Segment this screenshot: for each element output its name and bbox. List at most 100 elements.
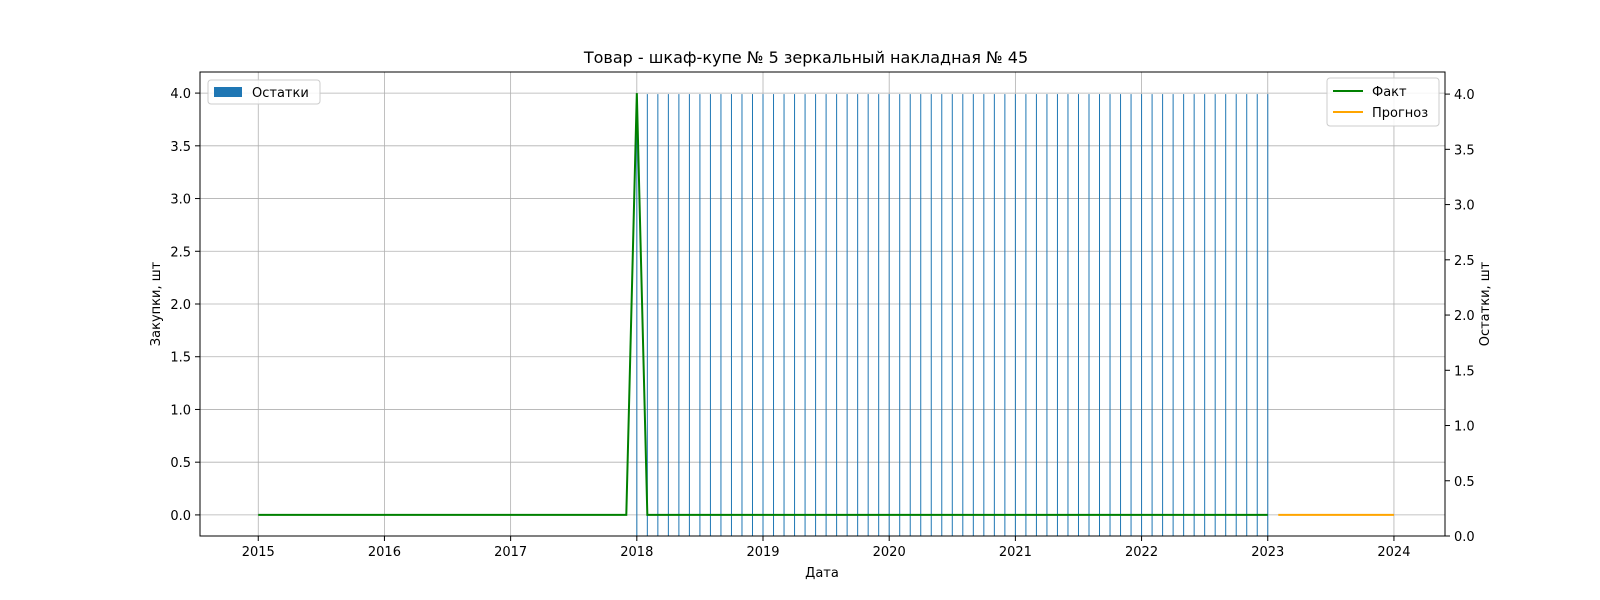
y-tick-label-left: 1.0 (170, 403, 191, 418)
bar (1256, 94, 1258, 536)
y-axis-label-left: Закупки, шт (149, 261, 164, 346)
bar (730, 94, 732, 536)
bars (636, 94, 1269, 536)
lines (258, 93, 1394, 516)
legend-swatch (214, 87, 242, 97)
bar (1004, 94, 1006, 536)
bar (825, 94, 827, 536)
bar (1088, 94, 1090, 536)
bar (646, 94, 648, 536)
y-tick-label-right: 1.5 (1454, 364, 1475, 379)
bar (762, 94, 764, 536)
y-tick-label-right: 1.0 (1454, 420, 1475, 435)
x-tick-label: 2018 (620, 545, 653, 560)
legend-left: Остатки (207, 79, 321, 105)
y-tick-label-right: 3.5 (1454, 143, 1475, 158)
bar (1130, 94, 1132, 536)
x-tick-label: 2015 (242, 545, 275, 560)
bar (1109, 94, 1111, 536)
bar (909, 94, 911, 536)
bar (1141, 94, 1143, 536)
bar (1035, 94, 1037, 536)
bar (1162, 94, 1164, 536)
y-tick-label-right: 2.0 (1454, 309, 1475, 324)
bar (1046, 94, 1048, 536)
grid (200, 72, 1445, 536)
bar (1235, 94, 1237, 536)
bar (741, 94, 743, 536)
bar (941, 94, 943, 536)
chart-title: Товар - шкаф-купе № 5 зеркальный накладн… (583, 48, 1028, 67)
bar (804, 94, 806, 536)
x-tick-label: 2021 (999, 545, 1032, 560)
bar (1014, 94, 1016, 536)
y-tick-label-right: 2.5 (1454, 254, 1475, 269)
bar (836, 94, 838, 536)
bar (867, 94, 869, 536)
x-tick-label: 2016 (368, 545, 401, 560)
bar (951, 94, 953, 536)
y-tick-label-left: 3.0 (170, 193, 191, 208)
legend-right: Факт Прогноз (1326, 77, 1440, 127)
x-tick-label: 2024 (1377, 545, 1410, 560)
x-tick-label: 2017 (494, 545, 527, 560)
y-tick-label-right: 0.0 (1454, 530, 1475, 545)
bar (636, 94, 638, 536)
bar (688, 94, 690, 536)
bar (1246, 94, 1248, 536)
bar (815, 94, 817, 536)
bar (1183, 94, 1185, 536)
bar (657, 94, 659, 536)
y-tick-label-left: 0.0 (170, 509, 191, 524)
bar (846, 94, 848, 536)
bar (1025, 94, 1027, 536)
y-axis-left: 0.0 0.5 1.0 1.5 2.0 2.5 3.0 3.5 4.0 (170, 87, 200, 524)
y-tick-label-right: 4.0 (1454, 88, 1475, 103)
y-tick-label-left: 1.5 (170, 351, 191, 366)
y-tick-label-right: 0.5 (1454, 475, 1475, 490)
x-tick-label: 2020 (873, 545, 906, 560)
bar (1193, 94, 1195, 536)
bar (962, 94, 964, 536)
legend-frame (207, 79, 321, 105)
x-tick-label: 2019 (746, 545, 779, 560)
bar (751, 94, 753, 536)
bar (678, 94, 680, 536)
legend-label: Остатки (252, 86, 309, 101)
y-axis-label-right: Остатки, шт (1478, 261, 1493, 346)
bar (993, 94, 995, 536)
bar (1077, 94, 1079, 536)
y-tick-label-right: 3.0 (1454, 199, 1475, 214)
bar (720, 94, 722, 536)
legend-label: Факт (1372, 85, 1407, 100)
y-tick-label-left: 4.0 (170, 87, 191, 102)
bar (878, 94, 880, 536)
bar (1172, 94, 1174, 536)
x-axis-label: Дата (805, 566, 839, 581)
bar (1067, 94, 1069, 536)
bar (1056, 94, 1058, 536)
y-tick-label-left: 2.0 (170, 298, 191, 313)
bar (1225, 94, 1227, 536)
x-axis: 2015 2016 2017 2018 2019 2020 2021 2022 2023 2024 (242, 536, 1410, 560)
bar (1214, 94, 1216, 536)
bar (1120, 94, 1122, 536)
bar (1151, 94, 1153, 536)
bar (783, 94, 785, 536)
x-tick-label: 2023 (1251, 545, 1284, 560)
legend-label: Прогноз (1372, 106, 1428, 121)
y-tick-label-left: 2.5 (170, 245, 191, 260)
y-tick-label-left: 0.5 (170, 456, 191, 471)
bar (699, 94, 701, 536)
bar (709, 94, 711, 536)
bar (773, 94, 775, 536)
bar (1099, 94, 1101, 536)
bar (667, 94, 669, 536)
bar (1204, 94, 1206, 536)
bar (857, 94, 859, 536)
series-line-fact (258, 93, 1268, 516)
bar (899, 94, 901, 536)
y-axis-right: 0.0 0.5 1.0 1.5 2.0 2.5 3.0 3.5 4.0 (1445, 88, 1475, 545)
y-tick-label-left: 3.5 (170, 140, 191, 155)
